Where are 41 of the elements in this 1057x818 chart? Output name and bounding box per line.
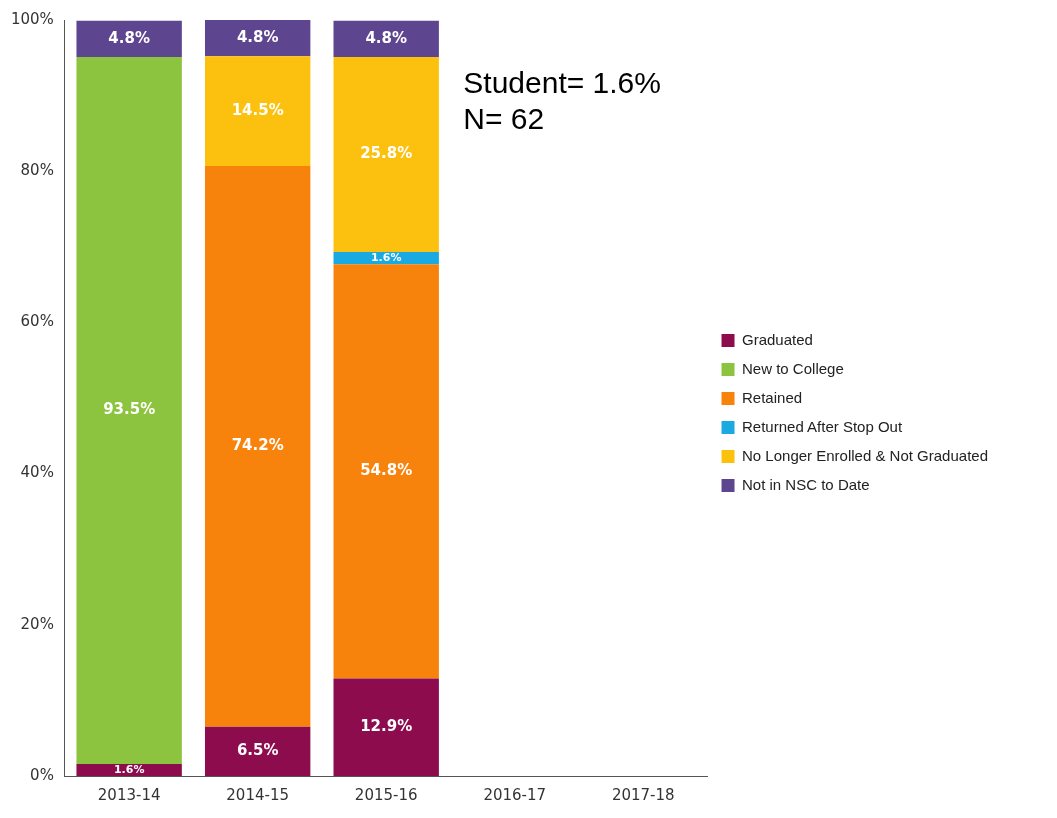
text: 54.8% xyxy=(360,461,413,480)
y-tick-label: 20% xyxy=(20,614,54,633)
legend-label: Graduated xyxy=(742,330,813,348)
legend-label: Returned After Stop Out xyxy=(742,417,903,435)
text: 4.8% xyxy=(108,28,150,47)
text: 1.6% xyxy=(370,251,402,264)
x-tick-label: 2013-14 xyxy=(97,785,161,804)
text: 6.5% xyxy=(236,741,279,760)
bar xyxy=(204,165,311,727)
text: 14.5% xyxy=(231,100,284,119)
annotation: N= 62 xyxy=(463,102,545,136)
y-tick-label: 0% xyxy=(30,765,54,784)
y-tick-label: 60% xyxy=(20,312,54,331)
text: 74.2% xyxy=(231,436,284,455)
bar xyxy=(204,56,311,166)
bar xyxy=(333,57,439,253)
bar xyxy=(333,264,439,679)
text: 25.8% xyxy=(360,144,413,163)
text: 4.8% xyxy=(365,28,407,47)
text: 93.5% xyxy=(103,400,156,419)
bar xyxy=(333,678,439,776)
bar xyxy=(204,20,311,57)
x-tick-label: 2017-18 xyxy=(611,785,675,804)
bar xyxy=(76,57,182,764)
y-tick-label: 40% xyxy=(20,463,54,482)
x-tick-label: 2014-15 xyxy=(226,785,290,804)
legend-label: Retained xyxy=(742,388,803,406)
bar xyxy=(76,20,182,58)
text: 1.6% xyxy=(113,762,145,776)
annotation: Student= 1.6% xyxy=(463,66,661,100)
legend-label: Not in NSC to Date xyxy=(742,475,870,493)
x-tick-label: 2015-16 xyxy=(354,785,418,804)
text: 12.9% xyxy=(360,717,413,736)
text: 4.8% xyxy=(236,28,279,47)
y-tick-label: 80% xyxy=(20,161,54,180)
bar xyxy=(333,20,439,58)
legend-label: New to College xyxy=(742,359,844,377)
legend-label: No Longer Enrolled & Not Graduated xyxy=(742,446,988,464)
x-tick-label: 2016-17 xyxy=(483,785,547,804)
y-tick-label: 100% xyxy=(10,9,54,28)
bar xyxy=(204,726,311,776)
